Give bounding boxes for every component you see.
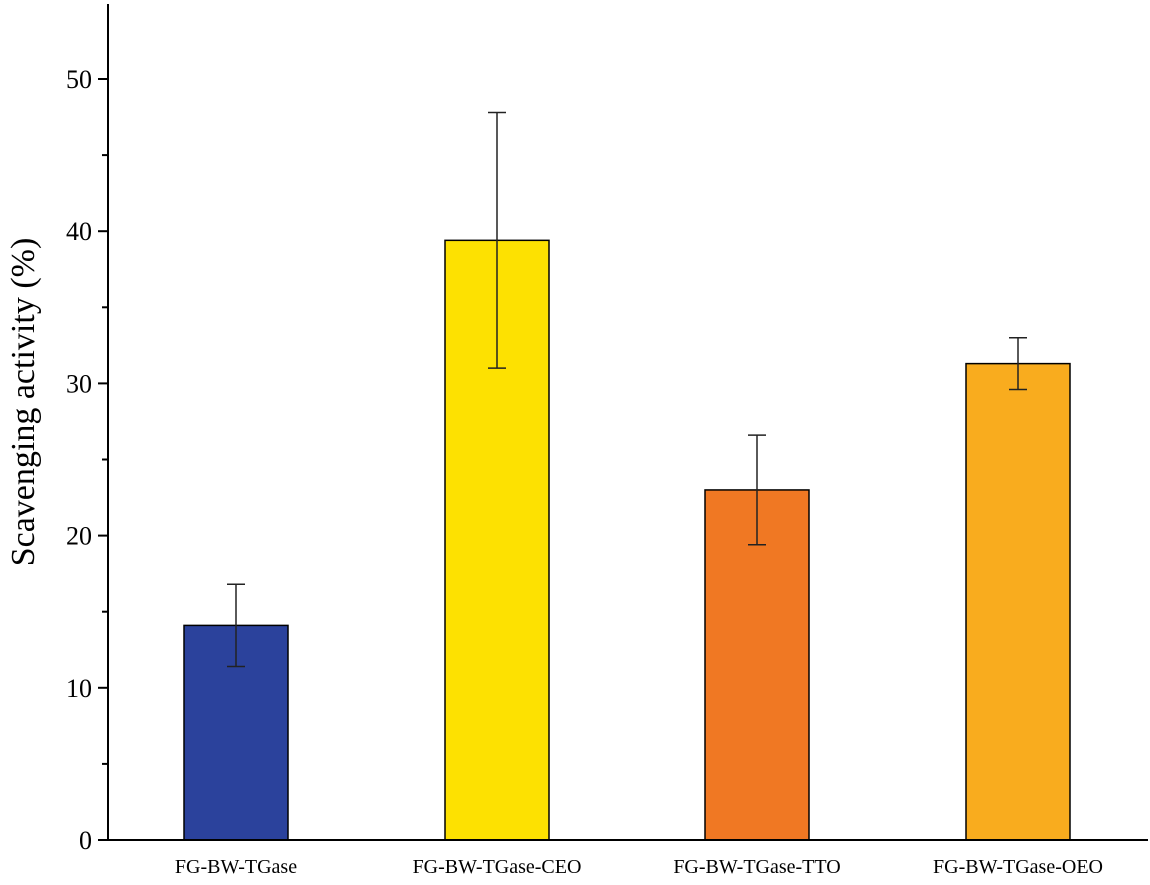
error-bar	[488, 111, 506, 369]
x-category-label: FG-BW-TGase-TTO	[673, 856, 840, 878]
y-tick-label: 50	[66, 65, 92, 94]
bars-layer	[183, 239, 1071, 841]
y-tick-label: 40	[66, 217, 92, 246]
y-tick-label: 10	[66, 674, 92, 703]
x-category-label: FG-BW-TGase-OEO	[933, 856, 1103, 878]
y-axis-title: Scavenging activity (%)	[5, 238, 42, 567]
error-bar	[1009, 336, 1027, 391]
error-bars-layer	[227, 111, 1027, 668]
axes-layer	[107, 4, 1148, 841]
y-tick-label: 30	[66, 369, 92, 398]
bar	[965, 362, 1071, 841]
error-bar	[748, 434, 766, 546]
y-tick-label: 20	[66, 522, 92, 551]
x-category-labels: FG-BW-TGase FG-BW-TGase-CEO FG-BW-TGase-TT…	[175, 856, 1103, 878]
x-category-label: FG-BW-TGase-CEO	[413, 856, 582, 878]
x-category-label: FG-BW-TGase	[175, 856, 297, 878]
error-bar	[227, 583, 245, 668]
y-tick-label: 0	[79, 826, 92, 855]
y-ticks: 0 10 20 30 40 50	[66, 65, 108, 855]
